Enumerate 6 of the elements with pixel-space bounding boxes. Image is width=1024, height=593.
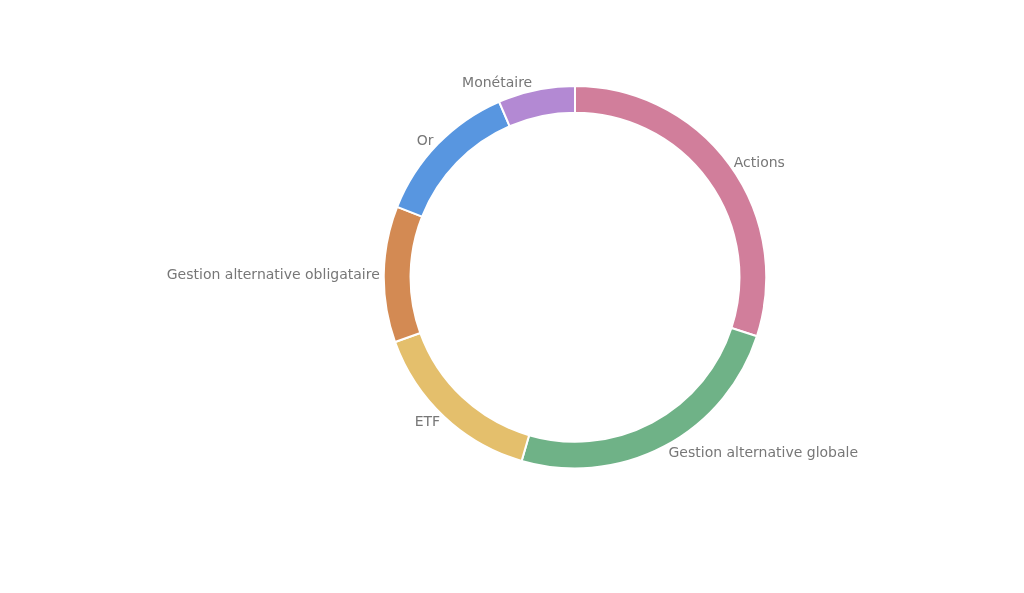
slice-label: Actions xyxy=(733,154,785,171)
slice-label: Or xyxy=(416,132,434,149)
slice-label: Gestion alternative obligataire xyxy=(166,266,380,283)
slice-label: Gestion alternative globale xyxy=(668,444,859,461)
slice-label: ETF xyxy=(414,412,441,429)
slice-label: Monétaire xyxy=(462,74,533,91)
